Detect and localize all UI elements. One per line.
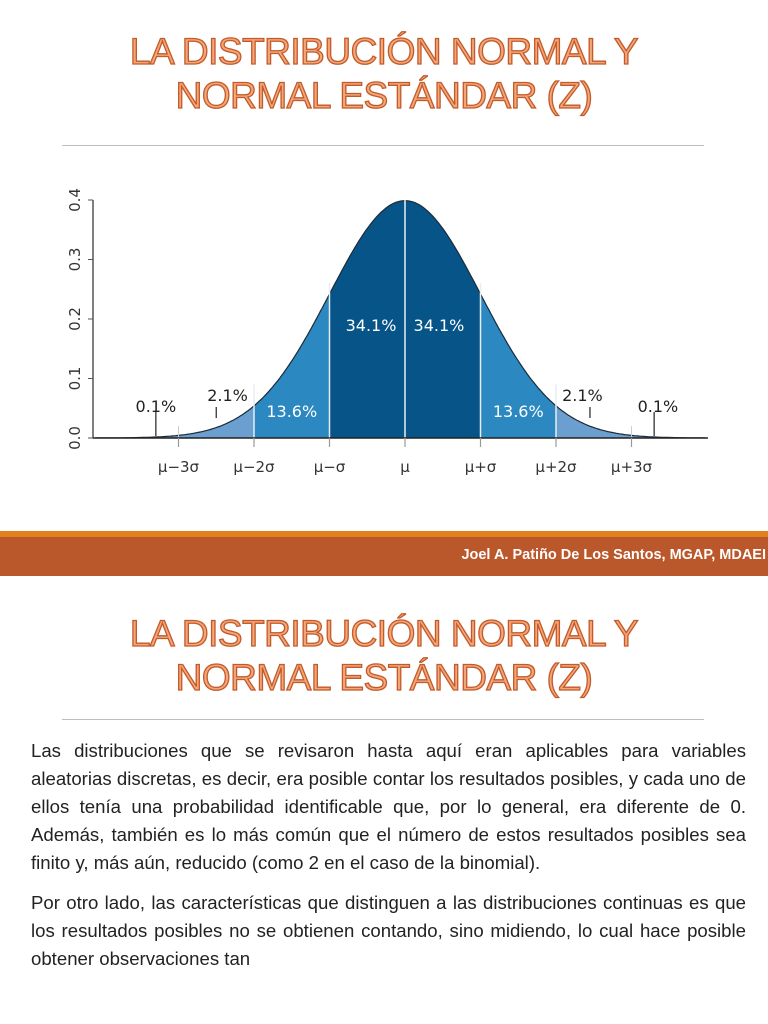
x-tick-label: μ+σ xyxy=(465,458,497,476)
x-tick-label: μ−2σ xyxy=(233,458,275,476)
x-tick-label: μ xyxy=(400,458,410,476)
title-line-2: NORMAL ESTÁNDAR (Z) xyxy=(175,656,594,698)
x-tick-label: μ−σ xyxy=(314,458,346,476)
region-6 xyxy=(556,405,632,438)
y-tick-label: 0.4 xyxy=(66,188,84,212)
author-footer: Joel A. Patiño De Los Santos, MGAP, MDAE… xyxy=(461,547,766,563)
title-line-2: NORMAL ESTÁNDAR (Z) xyxy=(175,74,594,116)
region-label: 13.6% xyxy=(493,402,544,421)
region-label: 0.1% xyxy=(136,397,177,416)
title-line-1: LA DISTRIBUCIÓN NORMAL Y xyxy=(129,30,639,72)
density-curve xyxy=(95,199,706,439)
title-line-1: LA DISTRIBUCIÓN NORMAL Y xyxy=(129,612,639,654)
title-divider xyxy=(62,145,704,146)
x-tick-label: μ+3σ xyxy=(611,458,653,476)
region-1 xyxy=(178,405,254,438)
y-tick-label: 0.3 xyxy=(66,248,84,272)
footer-stripe xyxy=(0,531,768,537)
y-tick-label: 0.1 xyxy=(66,367,84,391)
title-divider xyxy=(62,719,704,720)
region-label: 2.1% xyxy=(207,386,248,405)
region-label: 13.6% xyxy=(266,402,317,421)
body-text: Las distribuciones que se revisaron hast… xyxy=(31,737,746,985)
y-tick-label: 0.0 xyxy=(66,426,84,450)
x-tick-label: μ−3σ xyxy=(158,458,200,476)
normal-distribution-chart: 0.0 0.1 0.2 0.3 0.4 μ−3σ μ−2σ μ−σ μ μ+σ μ+2σ μ+3σ 0.… xyxy=(66,188,708,476)
y-tick-label: 0.2 xyxy=(66,307,84,331)
paragraph: Las distribuciones que se revisaron hast… xyxy=(31,740,746,873)
paragraph: Por otro lado, las características que d… xyxy=(31,892,746,969)
x-tick-label: μ+2σ xyxy=(535,458,577,476)
region-label: 0.1% xyxy=(638,397,679,416)
footer-band: Joel A. Patiño De Los Santos, MGAP, MDAE… xyxy=(0,537,768,576)
region-label: 34.1% xyxy=(346,316,397,335)
slide-2-title: LA DISTRIBUCIÓN NORMAL Y NORMAL ESTÁNDAR… xyxy=(0,612,768,700)
region-label: 34.1% xyxy=(414,316,465,335)
slide-1-title: LA DISTRIBUCIÓN NORMAL Y NORMAL ESTÁNDAR… xyxy=(0,30,768,118)
region-label: 2.1% xyxy=(562,386,603,405)
